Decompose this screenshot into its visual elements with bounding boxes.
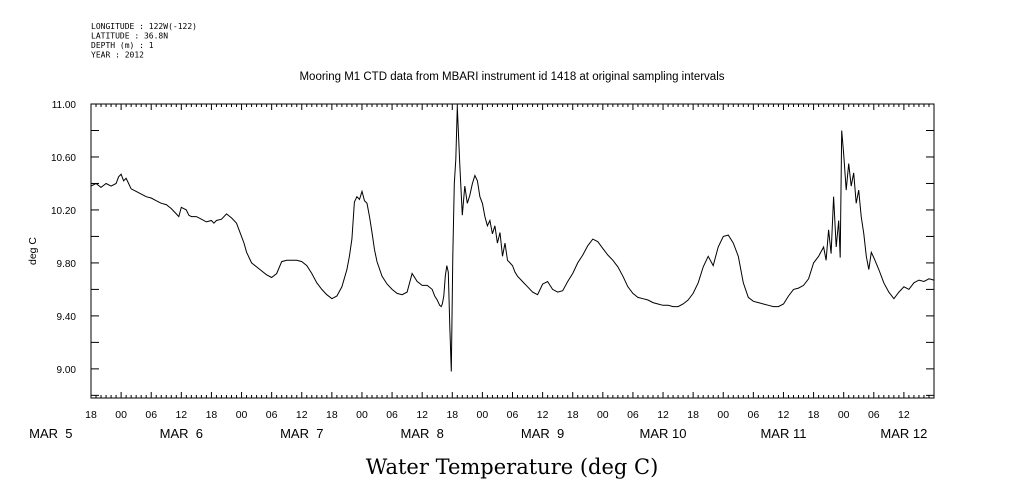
y-tick-labels: 9.00 9.40 9.80 10.20 10.60 11.00: [51, 100, 76, 376]
x-hour-label: 00: [356, 409, 368, 421]
x-hour-label: 06: [627, 409, 639, 421]
y-tick-label: 10.20: [51, 206, 76, 217]
x-day-label: MAR 7: [280, 426, 323, 441]
x-hour-label: 00: [236, 409, 248, 421]
x-hour-label: 06: [386, 409, 398, 421]
x-hour-label: 12: [537, 409, 549, 421]
meta-latitude: LATITUDE : 36.8N: [91, 32, 168, 41]
x-hour-label: 12: [416, 409, 428, 421]
temperature-series-line: [90, 106, 935, 372]
y-tick-label: 9.80: [57, 259, 77, 270]
x-hour-label: 12: [296, 409, 308, 421]
x-day-label: MAR 12: [880, 426, 927, 441]
x-hour-label: 18: [808, 409, 820, 421]
x-hour-label: 12: [898, 409, 910, 421]
x-hour-label: 06: [266, 409, 278, 421]
x-hour-label: 06: [868, 409, 880, 421]
plot-frame: [90, 103, 935, 399]
x-hour-labels: 18 00 06 12 18 00 06 12 18 00 06 12 18 00 06 12 18 00 06 12…: [85, 409, 910, 421]
x-hour-label: 18: [326, 409, 338, 421]
meta-depth: DEPTH (m) : 1: [91, 41, 154, 50]
x-hour-label: 00: [717, 409, 729, 421]
x-hour-label: 06: [507, 409, 519, 421]
y-axis-title: deg C: [27, 237, 39, 265]
x-hour-label: 00: [115, 409, 127, 421]
x-day-label: MAR 5: [29, 426, 72, 441]
y-tick-label: 9.00: [57, 365, 77, 376]
x-hour-label: 12: [175, 409, 187, 421]
axis-ticks: [90, 103, 935, 398]
y-tick-label: 11.00: [52, 100, 77, 111]
x-hour-label: 18: [446, 409, 458, 421]
chart-title: Mooring M1 CTD data from MBARI instrumen…: [299, 71, 724, 83]
x-hour-label: 12: [778, 409, 790, 421]
x-hour-label: 12: [657, 409, 669, 421]
x-hour-label: 00: [838, 409, 850, 421]
x-day-label: MAR 8: [401, 426, 444, 441]
x-hour-label: 18: [85, 409, 97, 421]
x-hour-label: 06: [145, 409, 157, 421]
x-day-label: MAR 10: [640, 426, 687, 441]
x-hour-label: 18: [206, 409, 218, 421]
x-day-labels: MAR 5 MAR 6 MAR 7 MAR 8 MAR 9 MAR 10 MAR 11 MAR…: [29, 426, 927, 441]
x-hour-label: 00: [597, 409, 609, 421]
x-day-label: MAR 6: [160, 426, 203, 441]
x-day-label: MAR 9: [521, 426, 564, 441]
x-day-label: MAR 11: [760, 426, 806, 441]
meta-year: YEAR : 2012: [91, 51, 144, 60]
metadata-block: LONGITUDE : 122W(-122) LATITUDE : 36.8N …: [91, 22, 197, 60]
y-tick-label: 10.60: [51, 153, 76, 164]
y-tick-label: 9.40: [57, 312, 77, 323]
x-hour-label: 18: [567, 409, 579, 421]
x-hour-label: 00: [477, 409, 489, 421]
meta-longitude: LONGITUDE : 122W(-122): [91, 22, 197, 31]
x-hour-label: 18: [687, 409, 699, 421]
x-axis-title: Water Temperature (deg C): [366, 455, 659, 479]
x-hour-label: 06: [748, 409, 760, 421]
